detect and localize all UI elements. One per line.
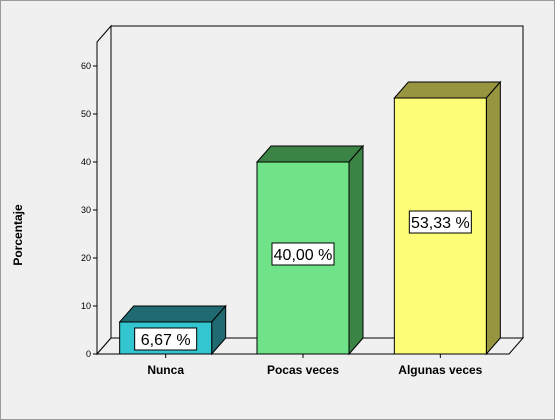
x-tick-label: Algunas veces — [398, 363, 482, 377]
data-label-box — [134, 327, 198, 351]
y-tick-label-10: 10 — [81, 301, 91, 311]
data-label: 53,33 % — [411, 215, 470, 232]
y-tick-label-30: 30 — [81, 205, 91, 215]
bar-side — [485, 80, 501, 356]
y-tick-label-0: 0 — [86, 349, 91, 359]
bar-side — [348, 144, 364, 356]
bar-nunca: 6,67 % — [118, 304, 227, 356]
y-axis: 0 10 20 30 40 50 60 — [81, 61, 97, 359]
y-tick-label-40: 40 — [81, 157, 91, 167]
data-label-box — [271, 242, 335, 266]
x-tick-label: Pocas veces — [267, 363, 339, 377]
x-tick-label: Nunca — [147, 363, 184, 377]
bar-top — [118, 305, 227, 323]
data-label-box — [408, 210, 472, 234]
left-wall — [96, 24, 112, 356]
bar-top — [393, 81, 502, 99]
bars: 6,67 % 40,00 % 53,33 % — [118, 80, 502, 356]
data-label: 40,00 % — [274, 247, 333, 264]
x-axis: Nunca Pocas veces Algunas veces — [147, 354, 483, 377]
bar-top — [255, 145, 365, 163]
bar-algunas-veces: 53,33 % — [393, 80, 502, 356]
y-tick-label-60: 60 — [81, 61, 91, 71]
y-tick-label-20: 20 — [81, 253, 91, 263]
data-label: 6,67 % — [141, 332, 191, 349]
y-tick-label-50: 50 — [81, 109, 91, 119]
bar-pocas-veces: 40,00 % — [255, 144, 365, 356]
